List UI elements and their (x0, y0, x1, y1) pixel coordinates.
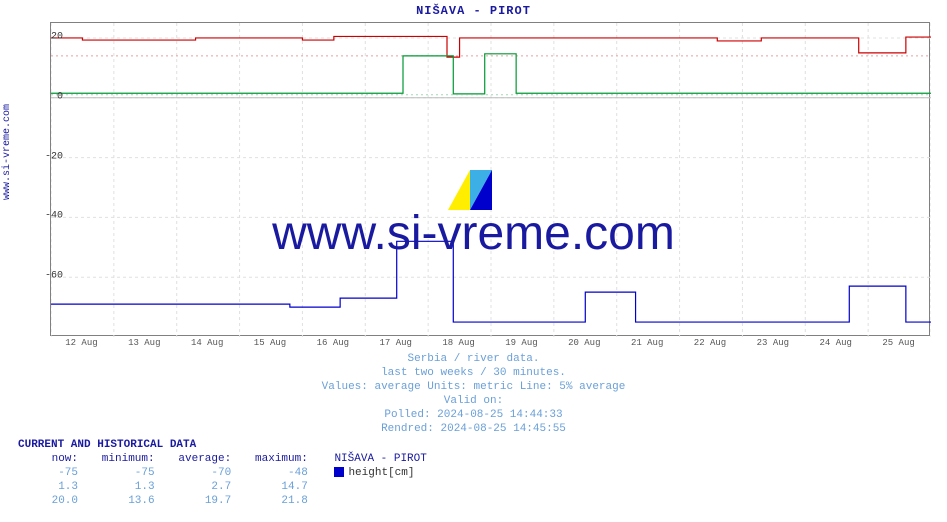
y-tick: 20 (51, 31, 63, 42)
table-row: 1.3 1.3 2.7 14.7 (18, 480, 427, 494)
col-station: NIŠAVA - PIROT (314, 452, 426, 466)
x-tick: 25 Aug (882, 338, 914, 348)
x-tick: 15 Aug (254, 338, 286, 348)
meta-line: Serbia / river data. (0, 352, 947, 366)
meta-line: Polled: 2024-08-25 14:44:33 (0, 408, 947, 422)
x-tick: 21 Aug (631, 338, 663, 348)
col-min: minimum: (85, 452, 155, 466)
x-tick: 23 Aug (757, 338, 789, 348)
x-tick: 22 Aug (694, 338, 726, 348)
meta-line: last two weeks / 30 minutes. (0, 366, 947, 380)
y-tick: 0 (57, 91, 63, 102)
table-row: 20.0 13.6 19.7 21.8 (18, 494, 427, 508)
col-avg: average: (161, 452, 231, 466)
x-tick: 20 Aug (568, 338, 600, 348)
y-tick: -60 (45, 271, 63, 282)
col-now: now: (18, 452, 78, 466)
x-tick: 13 Aug (128, 338, 160, 348)
y-tick: -20 (45, 151, 63, 162)
legend-swatch-icon (334, 467, 344, 477)
y-tick: -40 (45, 211, 63, 222)
data-header: CURRENT AND HISTORICAL DATA (18, 438, 427, 452)
col-max: maximum: (238, 452, 308, 466)
x-tick: 16 Aug (317, 338, 349, 348)
x-tick: 24 Aug (820, 338, 852, 348)
legend: height[cm] (314, 466, 414, 480)
y-axis-label: www.si-vreme.com (2, 104, 13, 200)
x-tick: 19 Aug (505, 338, 537, 348)
meta-line: Values: average Units: metric Line: 5% a… (0, 380, 947, 394)
watermark-logo (448, 170, 492, 210)
meta-line: Rendred: 2024-08-25 14:45:55 (0, 422, 947, 436)
x-tick: 17 Aug (380, 338, 412, 348)
x-tick: 12 Aug (65, 338, 97, 348)
x-tick: 18 Aug (442, 338, 474, 348)
table-row: -75 -75 -70 -48 height[cm] (18, 466, 427, 480)
chart-title: NIŠAVA - PIROT (0, 4, 947, 18)
data-columns: now: minimum: average: maximum: NIŠAVA -… (18, 452, 427, 466)
meta-line: Valid on: (0, 394, 947, 408)
x-tick: 14 Aug (191, 338, 223, 348)
data-table: CURRENT AND HISTORICAL DATA now: minimum… (18, 438, 427, 508)
meta-block: Serbia / river data. last two weeks / 30… (0, 352, 947, 436)
